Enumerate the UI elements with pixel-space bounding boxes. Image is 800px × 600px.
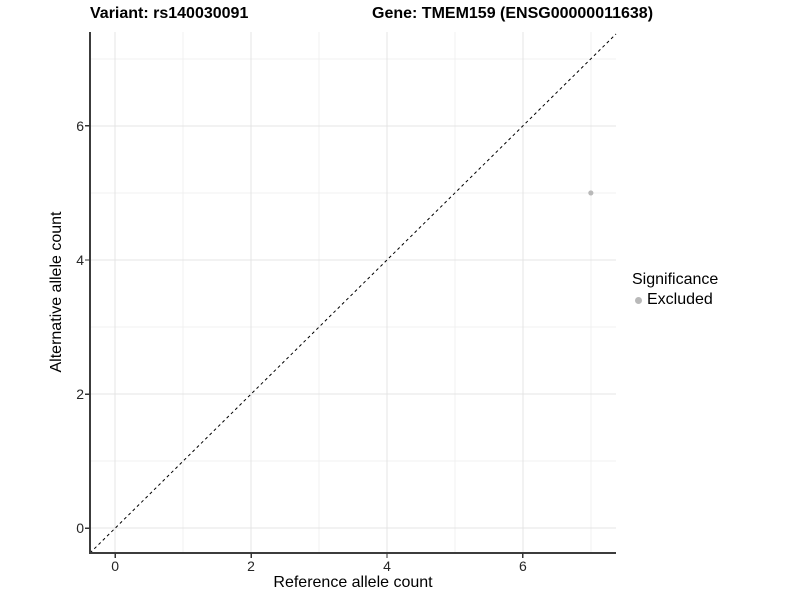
y-tick-label: 0 (76, 520, 84, 537)
legend-item-label: Excluded (647, 291, 713, 308)
x-tick-label: 2 (247, 558, 255, 574)
x-tick-label: 0 (111, 558, 120, 574)
y-axis-title: Alternative allele count (48, 211, 65, 373)
data-point (588, 190, 594, 196)
x-tick-label: 4 (383, 558, 391, 574)
plot-title-variant: Variant: rs140030091 (90, 5, 249, 22)
legend-title: Significance (632, 271, 719, 288)
x-axis-title: Reference allele count (273, 574, 433, 591)
y-tick-label: 4 (76, 251, 84, 268)
legend-point-icon (635, 296, 642, 304)
plot-title-gene: Gene: TMEM159 (ENSG00000011638) (372, 5, 654, 22)
legend: Significance Excluded (632, 271, 718, 309)
y-tick-label: 6 (76, 117, 84, 134)
y-tick-label: 2 (76, 386, 84, 403)
x-tick-label: 6 (518, 558, 527, 574)
legend-item: Excluded (632, 291, 718, 309)
legend-items: Excluded (632, 291, 718, 309)
identity-reference-line (89, 33, 617, 554)
